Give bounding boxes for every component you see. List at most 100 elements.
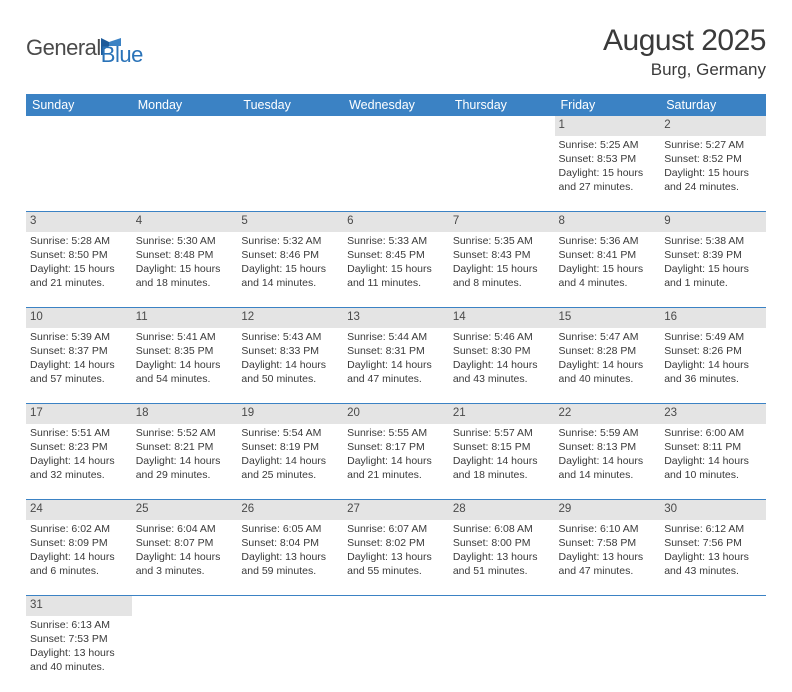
day-number-cell — [555, 596, 661, 616]
sunset-text: Sunset: 8:09 PM — [30, 536, 128, 550]
daylight-text: Daylight: 14 hours — [559, 358, 657, 372]
daylight-text: and 47 minutes. — [347, 372, 445, 386]
day-number-cell: 13 — [343, 308, 449, 328]
sunrise-text: Sunrise: 5:25 AM — [559, 138, 657, 152]
day-number-cell — [132, 596, 238, 616]
daylight-text: Daylight: 13 hours — [453, 550, 551, 564]
sunset-text: Sunset: 8:37 PM — [30, 344, 128, 358]
page-title: August 2025 — [603, 24, 766, 58]
day-number-cell: 31 — [26, 596, 132, 616]
sunrise-text: Sunrise: 5:43 AM — [241, 330, 339, 344]
daylight-text: Daylight: 14 hours — [136, 550, 234, 564]
sunrise-text: Sunrise: 5:41 AM — [136, 330, 234, 344]
daylight-text: and 40 minutes. — [30, 660, 128, 674]
day-number-cell — [343, 116, 449, 136]
day-number-cell: 25 — [132, 500, 238, 520]
sunset-text: Sunset: 8:26 PM — [664, 344, 762, 358]
sunrise-text: Sunrise: 5:47 AM — [559, 330, 657, 344]
day-number-cell: 18 — [132, 404, 238, 424]
sunrise-text: Sunrise: 5:44 AM — [347, 330, 445, 344]
day-number-cell — [660, 596, 766, 616]
location-label: Burg, Germany — [603, 60, 766, 80]
day-detail-cell — [343, 616, 449, 692]
day-number-cell: 22 — [555, 404, 661, 424]
day-detail-cell: Sunrise: 5:35 AMSunset: 8:43 PMDaylight:… — [449, 232, 555, 308]
daylight-text: and 32 minutes. — [30, 468, 128, 482]
day-number-cell — [343, 596, 449, 616]
daylight-text: Daylight: 14 hours — [347, 454, 445, 468]
weekday-header: Sunday — [26, 94, 132, 116]
daylight-text: and 21 minutes. — [347, 468, 445, 482]
daylight-text: and 18 minutes. — [136, 276, 234, 290]
sunrise-text: Sunrise: 5:52 AM — [136, 426, 234, 440]
day-number-row: 10111213141516 — [26, 308, 766, 328]
sunrise-text: Sunrise: 5:27 AM — [664, 138, 762, 152]
daylight-text: Daylight: 15 hours — [136, 262, 234, 276]
daylight-text: Daylight: 15 hours — [30, 262, 128, 276]
day-number-row: 3456789 — [26, 212, 766, 232]
weekday-header: Saturday — [660, 94, 766, 116]
sunset-text: Sunset: 8:13 PM — [559, 440, 657, 454]
day-number-cell: 30 — [660, 500, 766, 520]
daylight-text: Daylight: 13 hours — [664, 550, 762, 564]
day-detail-cell: Sunrise: 5:30 AMSunset: 8:48 PMDaylight:… — [132, 232, 238, 308]
logo: General Blue — [26, 28, 143, 68]
day-detail-cell: Sunrise: 5:28 AMSunset: 8:50 PMDaylight:… — [26, 232, 132, 308]
sunset-text: Sunset: 8:35 PM — [136, 344, 234, 358]
weekday-header: Friday — [555, 94, 661, 116]
day-number-cell: 9 — [660, 212, 766, 232]
sunset-text: Sunset: 8:19 PM — [241, 440, 339, 454]
daylight-text: Daylight: 14 hours — [136, 454, 234, 468]
calendar-table: Sunday Monday Tuesday Wednesday Thursday… — [26, 94, 766, 692]
daylight-text: and 36 minutes. — [664, 372, 762, 386]
sunrise-text: Sunrise: 6:05 AM — [241, 522, 339, 536]
day-number-cell: 3 — [26, 212, 132, 232]
logo-text-general: General — [26, 35, 101, 61]
sunrise-text: Sunrise: 6:02 AM — [30, 522, 128, 536]
daylight-text: and 8 minutes. — [453, 276, 551, 290]
sunset-text: Sunset: 8:00 PM — [453, 536, 551, 550]
sunrise-text: Sunrise: 6:10 AM — [559, 522, 657, 536]
day-detail-cell — [132, 136, 238, 212]
sunset-text: Sunset: 8:23 PM — [30, 440, 128, 454]
weekday-header: Thursday — [449, 94, 555, 116]
day-detail-cell: Sunrise: 5:44 AMSunset: 8:31 PMDaylight:… — [343, 328, 449, 404]
day-detail-cell — [660, 616, 766, 692]
sunrise-text: Sunrise: 6:13 AM — [30, 618, 128, 632]
daylight-text: Daylight: 14 hours — [664, 454, 762, 468]
daylight-text: and 57 minutes. — [30, 372, 128, 386]
day-number-cell: 29 — [555, 500, 661, 520]
day-number-row: 17181920212223 — [26, 404, 766, 424]
day-detail-cell: Sunrise: 5:41 AMSunset: 8:35 PMDaylight:… — [132, 328, 238, 404]
daylight-text: Daylight: 15 hours — [664, 262, 762, 276]
weekday-header-row: Sunday Monday Tuesday Wednesday Thursday… — [26, 94, 766, 116]
day-number-cell — [26, 116, 132, 136]
weekday-header: Wednesday — [343, 94, 449, 116]
sunset-text: Sunset: 8:46 PM — [241, 248, 339, 262]
weekday-header: Monday — [132, 94, 238, 116]
day-detail-row: Sunrise: 6:13 AMSunset: 7:53 PMDaylight:… — [26, 616, 766, 692]
day-number-cell: 24 — [26, 500, 132, 520]
day-detail-cell: Sunrise: 5:52 AMSunset: 8:21 PMDaylight:… — [132, 424, 238, 500]
day-number-row: 12 — [26, 116, 766, 136]
sunset-text: Sunset: 8:48 PM — [136, 248, 234, 262]
sunrise-text: Sunrise: 5:32 AM — [241, 234, 339, 248]
day-number-cell: 26 — [237, 500, 343, 520]
daylight-text: and 50 minutes. — [241, 372, 339, 386]
sunrise-text: Sunrise: 5:38 AM — [664, 234, 762, 248]
day-detail-row: Sunrise: 5:39 AMSunset: 8:37 PMDaylight:… — [26, 328, 766, 404]
day-number-cell: 27 — [343, 500, 449, 520]
day-detail-cell: Sunrise: 5:27 AMSunset: 8:52 PMDaylight:… — [660, 136, 766, 212]
sunrise-text: Sunrise: 5:30 AM — [136, 234, 234, 248]
day-number-cell: 21 — [449, 404, 555, 424]
sunrise-text: Sunrise: 6:12 AM — [664, 522, 762, 536]
day-detail-cell: Sunrise: 5:25 AMSunset: 8:53 PMDaylight:… — [555, 136, 661, 212]
daylight-text: and 29 minutes. — [136, 468, 234, 482]
sunset-text: Sunset: 8:53 PM — [559, 152, 657, 166]
logo-text-blue: Blue — [101, 42, 143, 67]
day-detail-cell: Sunrise: 6:00 AMSunset: 8:11 PMDaylight:… — [660, 424, 766, 500]
sunset-text: Sunset: 8:15 PM — [453, 440, 551, 454]
daylight-text: and 11 minutes. — [347, 276, 445, 290]
day-number-cell — [237, 596, 343, 616]
daylight-text: Daylight: 14 hours — [241, 358, 339, 372]
